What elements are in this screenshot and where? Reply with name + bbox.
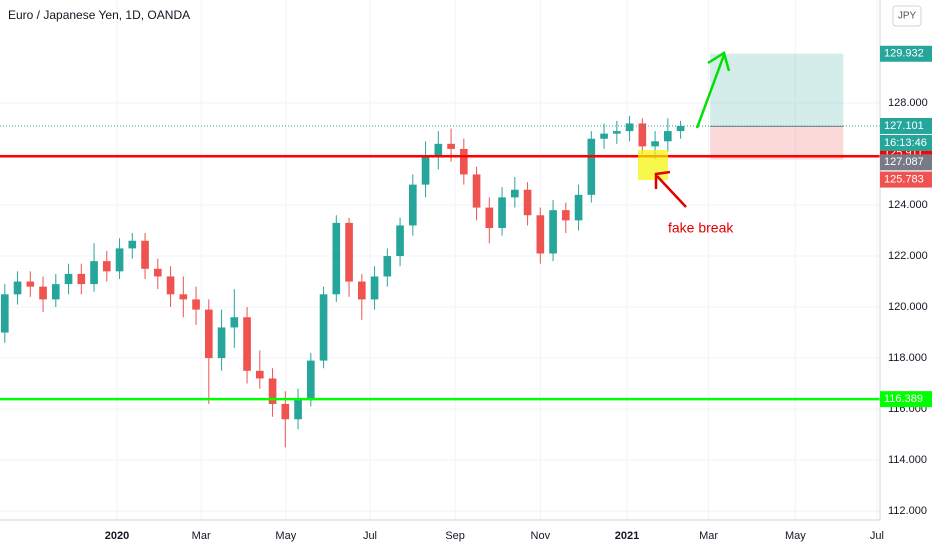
candle-body	[485, 207, 494, 228]
candle-body	[332, 222, 341, 295]
y-tick-label: 118.000	[888, 352, 927, 364]
last-price-label: 127.101	[884, 120, 924, 132]
y-tick-label: 128.000	[888, 97, 928, 109]
axes: 112.000114.000116.000118.000120.000122.0…	[105, 97, 928, 542]
candle-body	[179, 294, 188, 300]
y-tick-label: 114.000	[888, 454, 927, 466]
candle-body	[0, 294, 9, 333]
target-label-box	[880, 45, 932, 62]
levels	[0, 125, 880, 401]
x-tick-label: Sep	[445, 530, 465, 542]
candle-body	[230, 317, 239, 328]
candle-body	[306, 360, 315, 399]
candle-body	[574, 194, 583, 221]
x-tick-label: 2021	[615, 530, 639, 542]
candle-body	[664, 131, 672, 142]
candle-body	[192, 299, 200, 310]
candle-body	[383, 256, 392, 277]
candle-body	[587, 138, 596, 195]
candle-body	[638, 123, 647, 147]
x-tick-label: Jul	[363, 530, 377, 542]
candle-body	[294, 398, 302, 420]
candle-body	[472, 174, 481, 208]
candle-body	[510, 189, 519, 198]
candle-body	[268, 378, 277, 404]
y-tick-label: 120.000	[888, 301, 928, 313]
last-price-label-box	[880, 117, 932, 134]
candle-body	[613, 131, 621, 134]
candle-body	[370, 276, 379, 300]
candle-body	[255, 370, 264, 379]
x-tick-label: Mar	[192, 530, 211, 542]
candle-body	[549, 210, 557, 254]
x-tick-label: Nov	[531, 530, 551, 542]
position-tool	[710, 53, 844, 160]
candle-body	[536, 215, 545, 254]
candle-body	[51, 284, 60, 300]
candle-body	[523, 189, 532, 216]
x-tick-label: 2020	[105, 530, 129, 542]
stop-label: 125.783	[884, 173, 924, 185]
candle-body	[357, 281, 366, 300]
candle-body	[217, 327, 226, 359]
candles	[0, 115, 685, 448]
x-tick-label: May	[275, 530, 296, 542]
candle-body	[141, 240, 149, 269]
price-labels: 129.932116.389125.911127.10116:13:46127.…	[880, 45, 932, 408]
level-label: 116.389	[884, 393, 923, 405]
candle-body	[243, 317, 251, 371]
chart-title: Euro / Japanese Yen, 1D, OANDA	[8, 8, 190, 22]
target-label: 129.932	[884, 48, 924, 60]
entry-label-box	[880, 154, 932, 171]
y-tick-label: 124.000	[888, 199, 928, 211]
currency[interactable]: JPY	[898, 11, 917, 22]
candle-body	[281, 403, 290, 420]
candle-body	[625, 123, 634, 132]
candle-body	[102, 261, 111, 272]
candle-body	[396, 225, 404, 257]
candle-body	[64, 273, 73, 285]
candle-body	[204, 309, 213, 359]
candle-body	[651, 141, 659, 147]
candle-body	[498, 197, 506, 228]
x-tick-label: Jul	[870, 530, 884, 542]
y-tick-label: 112.000	[888, 505, 927, 517]
candle-body	[600, 133, 608, 139]
candle-body	[561, 210, 570, 221]
candle-body	[39, 286, 47, 300]
countdown-label-box	[880, 134, 932, 151]
candle-body	[421, 156, 430, 185]
x-tick-label: May	[785, 530, 806, 542]
currency-button[interactable]	[892, 5, 922, 27]
candle-body	[153, 268, 162, 277]
loss-zone	[710, 126, 844, 160]
level-label-box	[880, 391, 932, 408]
candle-body	[26, 281, 35, 287]
candle-body	[13, 281, 22, 295]
candle-body	[115, 248, 124, 272]
x-tick-label: Mar	[699, 530, 718, 542]
candle-body	[90, 261, 98, 285]
candle-body	[676, 125, 685, 132]
y-tick-label: 122.000	[888, 250, 928, 262]
red-arrow	[654, 170, 687, 208]
entry-label: 127.087	[884, 156, 924, 168]
candle-body	[408, 184, 417, 226]
candle-body	[434, 143, 443, 157]
candle-body	[447, 143, 455, 149]
green-arrow	[695, 51, 731, 129]
candle-body	[77, 273, 86, 285]
candle-body	[166, 276, 175, 295]
stop-label-box	[880, 171, 932, 188]
candle-body	[345, 222, 353, 282]
candle-body	[459, 148, 468, 175]
candle-body	[128, 240, 137, 249]
highlight	[638, 150, 668, 180]
profit-zone	[710, 53, 844, 127]
candle-body	[319, 294, 328, 361]
countdown-label: 16:13:46	[884, 137, 927, 149]
annotation: fake break	[668, 220, 734, 236]
